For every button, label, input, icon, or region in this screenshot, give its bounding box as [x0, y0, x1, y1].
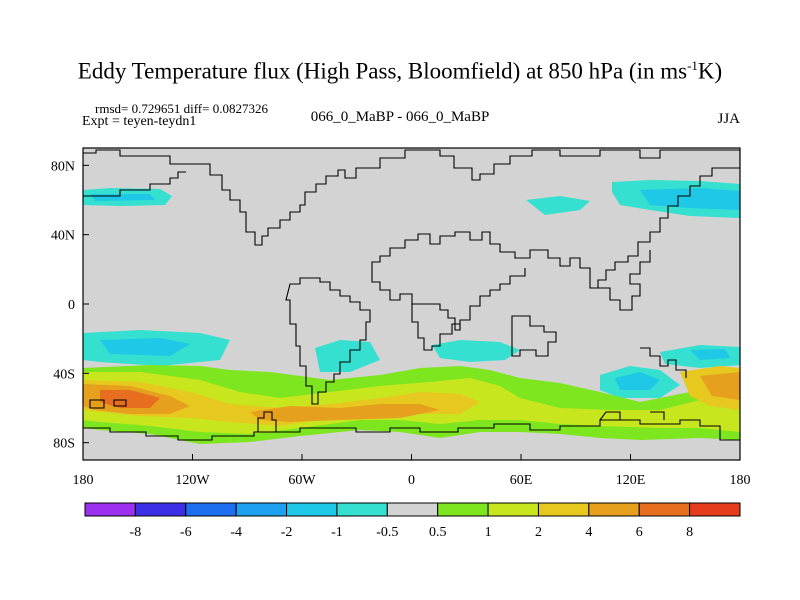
lat-tick-label: 80S [53, 437, 75, 452]
colorbar-swatch [638, 502, 691, 517]
colorbar-swatch [235, 502, 288, 517]
neg-region-south-pacific-core [100, 338, 190, 356]
stats-label: rmsd= 0.729651 diff= 0.0827326 [95, 101, 268, 116]
colorbar-label: 1 [485, 525, 492, 540]
colorbar-label: -1 [331, 525, 343, 540]
coastline-asia-south [371, 150, 740, 331]
coastline-ross-region [599, 411, 665, 421]
colorbar-label: 6 [636, 525, 643, 540]
colorbar-label: 4 [585, 525, 592, 540]
colorbar-swatch [336, 502, 388, 517]
coastline-south-islands [89, 399, 127, 409]
colorbar-swatch [689, 502, 741, 517]
coastline-australia [511, 315, 557, 357]
case-label: 066_0_MaBP - 066_0_MaBP [310, 109, 490, 125]
coastline-africa [411, 304, 461, 351]
neg-region-north-atlantic [526, 196, 590, 215]
coastlines [83, 149, 740, 441]
colorbar-swatch [537, 502, 590, 517]
lon-tick-label: 180 [730, 473, 751, 488]
lon-tick-label: 0 [408, 473, 415, 488]
lon-tick-label: 60W [288, 473, 316, 488]
neg-region-south-indian-core [615, 372, 660, 390]
colorbar-swatch [286, 502, 338, 517]
colorbar-swatch [386, 502, 439, 517]
lon-tick-label: 120W [175, 473, 210, 488]
colorbar-labels: -8 -6 -4 -2 -1 -0.5 0.5 1 2 4 6 8 [130, 525, 694, 540]
colorbar-swatch [487, 502, 539, 517]
coastline-antarctic-peninsula [257, 411, 277, 432]
lat-tick-label: 40S [53, 367, 75, 382]
colorbar-label: -6 [180, 525, 192, 540]
colorbar-label: -0.5 [376, 525, 398, 540]
neg-region-south-atlantic [432, 340, 520, 362]
coastline-antarctica [83, 419, 740, 441]
pos-region-indian-ocean [250, 404, 440, 422]
colorbar-swatch [437, 502, 489, 517]
colorbar-label: 0.5 [429, 525, 447, 540]
colorbar-swatch [84, 502, 136, 517]
pos-region-southern-ocean-4 [83, 380, 480, 426]
chart-title: Eddy Temperature flux (High Pass, Bloomf… [77, 58, 723, 84]
lon-tick-label: 120E [616, 473, 646, 488]
pos-region-east-pacific-core [700, 372, 740, 400]
coastline-northern-continents [83, 149, 740, 246]
colorbar-label: -4 [230, 525, 242, 540]
season-label: JJA [717, 111, 740, 127]
coastline-pacific-islands [640, 347, 687, 378]
lon-tick-label: 180 [73, 473, 94, 488]
coastline-north-america [83, 171, 186, 197]
longitude-axis: 180 120W 60W 0 60E 120E 180 [73, 454, 751, 488]
colorbar-label: -8 [130, 525, 142, 540]
colorbar-swatch [588, 502, 640, 517]
lat-tick-label: 40N [51, 229, 75, 244]
coastline-south-america [285, 277, 371, 405]
pos-region-pacific-core [100, 390, 160, 408]
flux-field [83, 180, 740, 444]
lat-tick-label: 80N [51, 159, 75, 174]
neg-region-south-pacific-east-core [690, 349, 730, 360]
colorbar-label: 8 [686, 525, 693, 540]
neg-region-north-asia-core [640, 188, 740, 210]
colorbar-boxes [84, 502, 741, 517]
neg-region-south-america [315, 340, 380, 372]
coastline-asia-east [598, 250, 651, 311]
colorbar-swatch [134, 502, 187, 517]
lon-tick-label: 60E [510, 473, 533, 488]
colorbar-label: -2 [281, 525, 293, 540]
latitude-axis: 80N 40N 0 40S 80S [51, 159, 89, 452]
colorbar-swatch [185, 502, 237, 517]
colorbar-label: 2 [535, 525, 542, 540]
lat-tick-label: 0 [68, 298, 75, 313]
experiment-label: Expt = teyen-teydn1 [82, 114, 197, 129]
